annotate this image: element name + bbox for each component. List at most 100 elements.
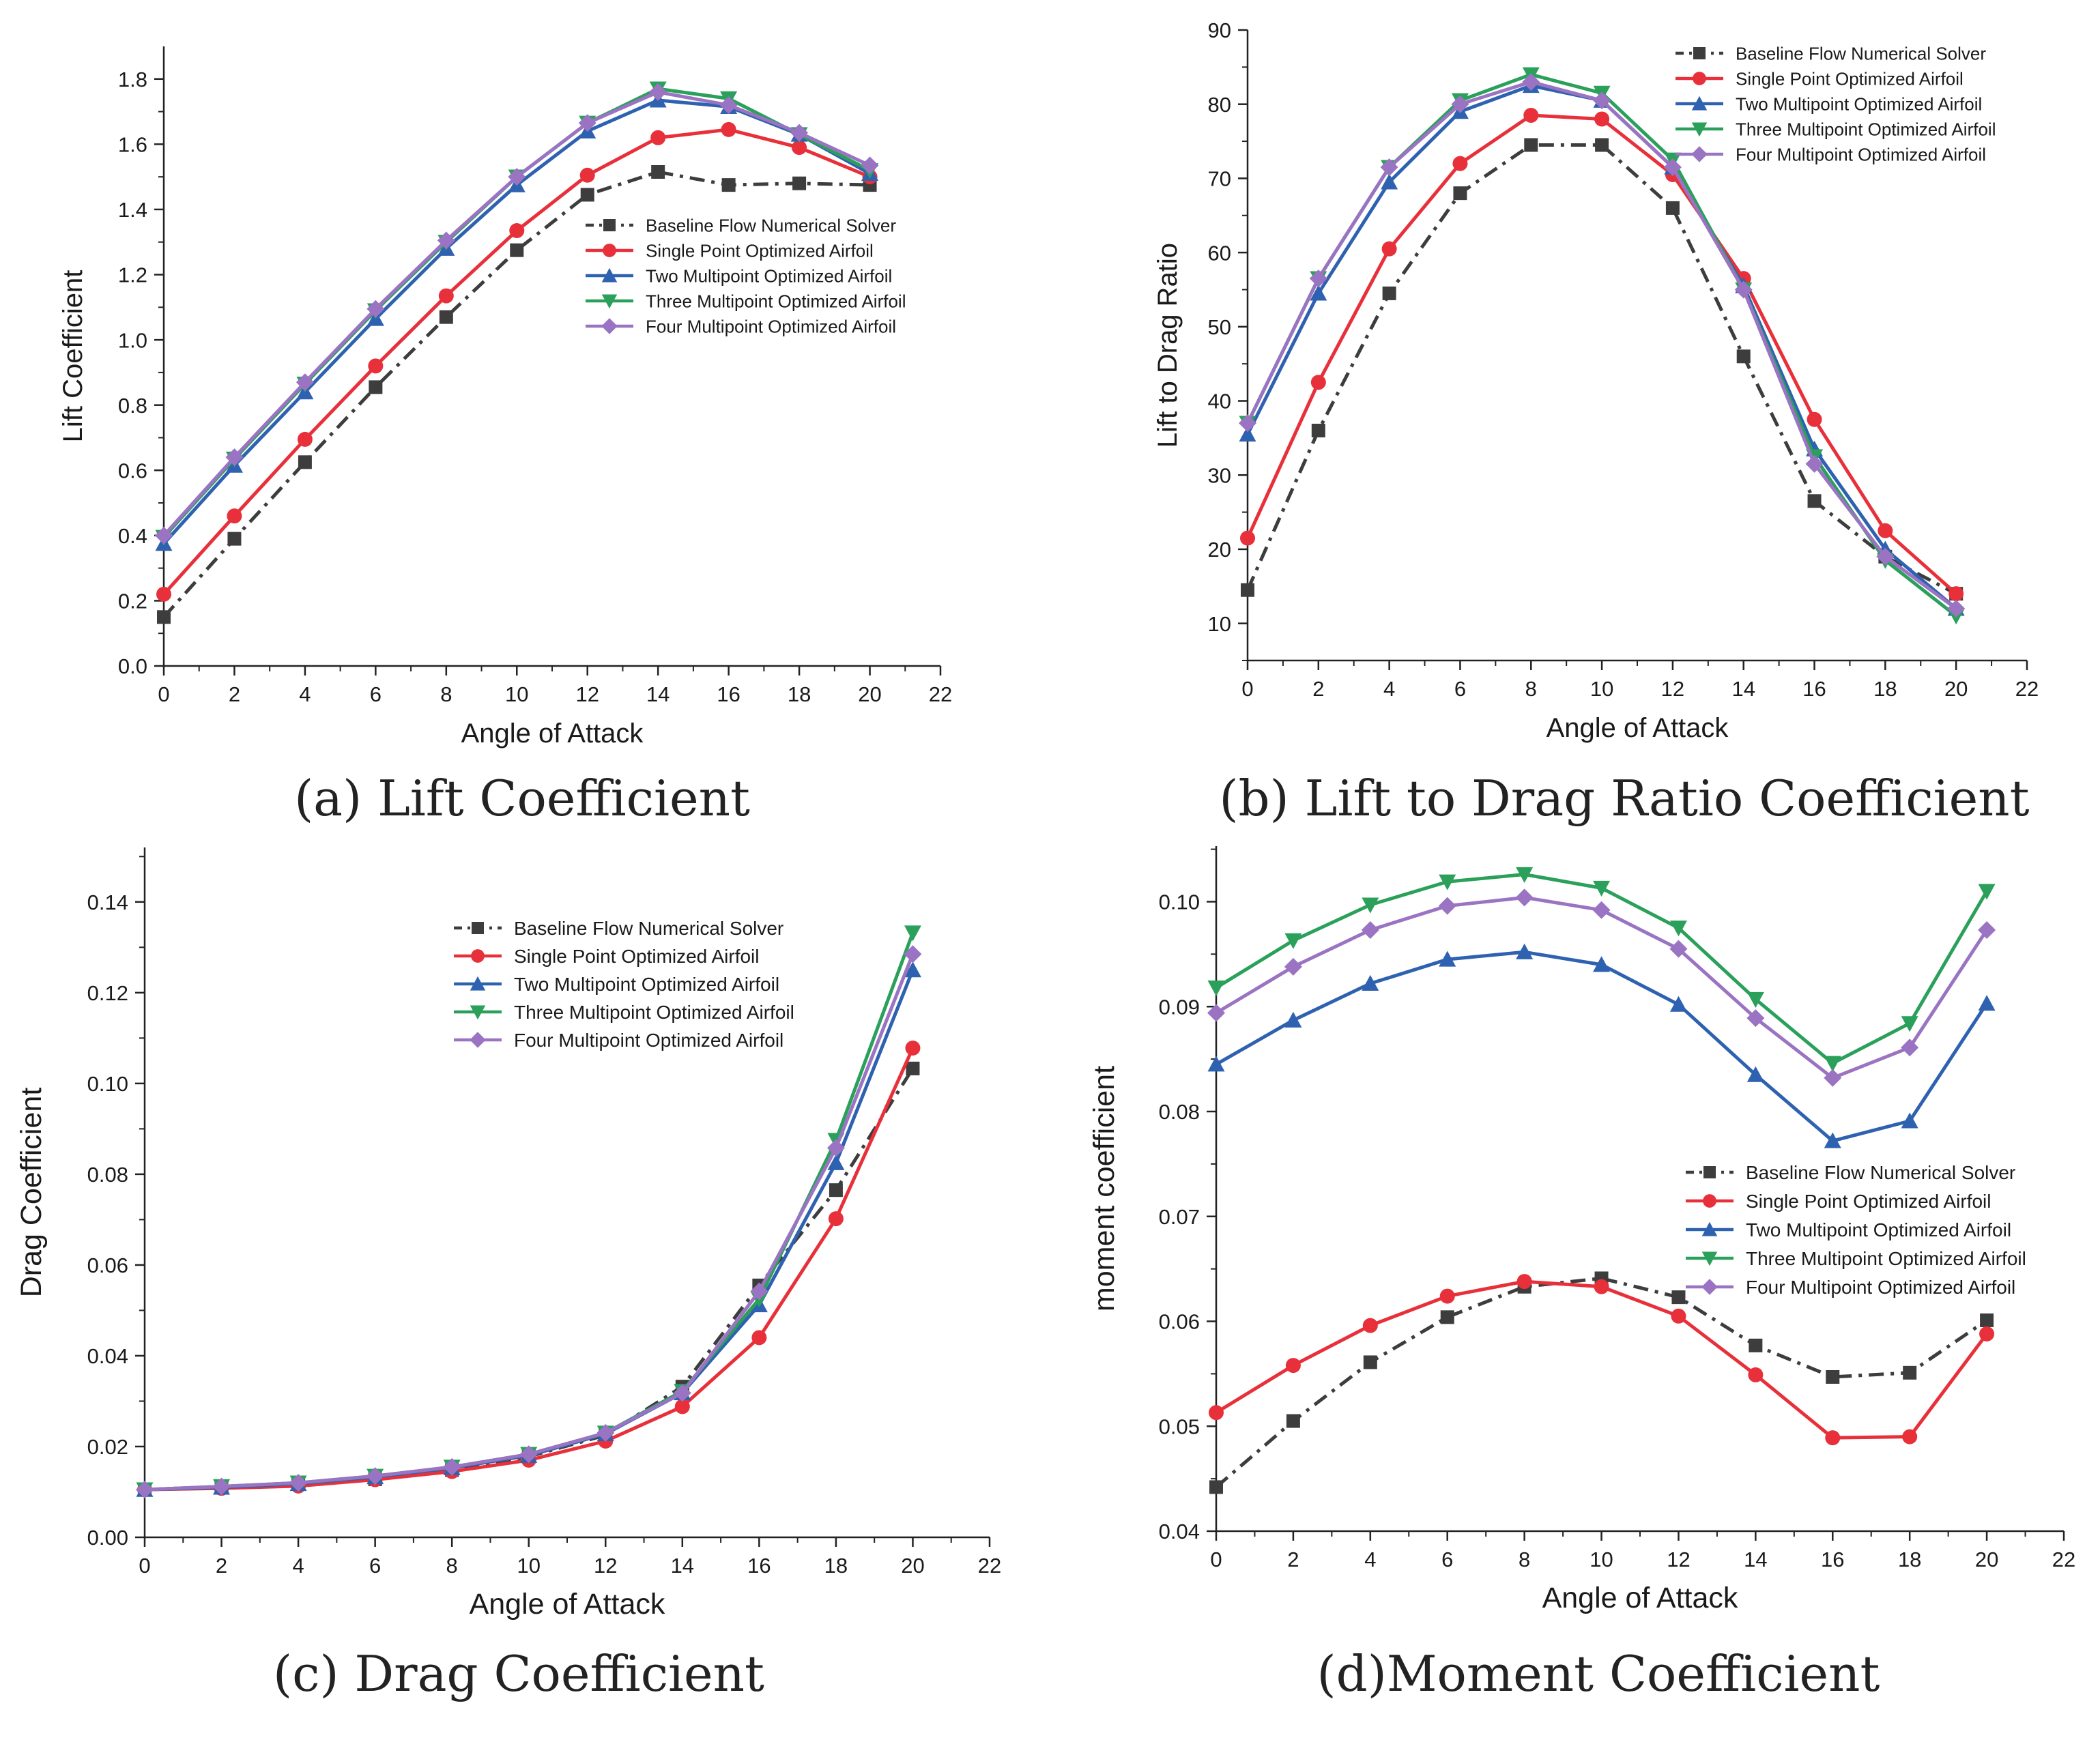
- data-point: [1593, 91, 1611, 110]
- series-line: [1215, 1276, 1988, 1489]
- legend-marker: [1691, 122, 1708, 137]
- legend-marker: [1701, 1221, 1718, 1236]
- y-tick-label: 0.06: [87, 1253, 128, 1277]
- data-point: [904, 961, 921, 978]
- y-tick-label: 0.14: [87, 890, 128, 914]
- legend: Baseline Flow Numerical Solver Single Poi…: [586, 215, 906, 336]
- y-tick-label: 0.4: [118, 524, 147, 548]
- data-point: [1593, 956, 1611, 972]
- y-tick-label: 10: [1208, 612, 1231, 636]
- legend-label: Two Multipoint Optimized Airfoil: [514, 974, 779, 995]
- legend-marker: [601, 294, 618, 309]
- data-point: [227, 508, 242, 524]
- series-two-multipoint: [1207, 943, 1996, 1148]
- x-tick-label: 12: [1661, 677, 1684, 701]
- data-point: [1947, 599, 1966, 618]
- y-tick-label: 90: [1208, 18, 1231, 42]
- series-line: [1246, 143, 1957, 596]
- panel-caption: (b) Lift to Drag Ratio Coefficient: [1219, 770, 2029, 827]
- series-baseline: [1209, 1271, 1994, 1494]
- legend-label: Three Multipoint Optimized Airfoil: [1736, 119, 1996, 139]
- series-line: [162, 90, 871, 537]
- chart-a: 0 2 4 6 8 10 12 14 16 18 20 22 0.0 0.2 0.4 0.6 0.8 1.0 1.2…: [58, 46, 952, 827]
- data-point: [438, 288, 454, 304]
- series-line: [1215, 950, 1989, 1143]
- data-point: [792, 140, 807, 156]
- data-point: [1978, 995, 1996, 1011]
- y-tick-label: 1.2: [118, 263, 147, 287]
- data-point: [1362, 974, 1379, 991]
- data-point: [1311, 424, 1325, 438]
- x-tick-label: 16: [717, 682, 740, 706]
- legend-label: Three Multipoint Optimized Airfoil: [646, 291, 906, 311]
- legend: Baseline Flow Numerical Solver Single Poi…: [1675, 43, 1996, 164]
- axes: 0 2 4 6 8 10 12 14 16 18 20 22 0.00 0.02 0.04 0.06 0.08 0…: [87, 847, 1001, 1578]
- data-point: [1734, 280, 1753, 299]
- y-tick-label: 0.8: [118, 394, 147, 418]
- data-point: [1207, 1004, 1225, 1022]
- data-point: [155, 526, 173, 545]
- legend-label: Baseline Flow Numerical Solver: [646, 215, 896, 235]
- data-point: [904, 925, 921, 942]
- series-three-multipoint: [1207, 867, 1996, 1072]
- x-tick-label: 6: [369, 1554, 381, 1578]
- x-tick-label: 0: [1210, 1548, 1222, 1571]
- data-point: [1239, 425, 1256, 442]
- data-point: [1240, 530, 1255, 546]
- x-tick-label: 14: [1744, 1548, 1767, 1571]
- data-point: [1241, 583, 1254, 597]
- x-tick-label: 16: [1821, 1548, 1844, 1571]
- legend-label: Four Multipoint Optimized Airfoil: [514, 1030, 783, 1051]
- y-tick-label: 0.04: [87, 1344, 128, 1368]
- data-point: [443, 1457, 461, 1476]
- data-point: [1805, 454, 1824, 473]
- x-tick-label: 12: [1667, 1548, 1690, 1571]
- x-axis-label: Angle of Attack: [1547, 713, 1729, 743]
- x-tick-label: 10: [517, 1554, 540, 1578]
- x-tick-label: 16: [747, 1554, 771, 1578]
- series-line: [1246, 113, 1957, 596]
- data-point: [225, 448, 244, 467]
- data-point: [719, 96, 738, 115]
- x-tick-label: 18: [1873, 677, 1897, 701]
- series-four-multipoint: [136, 945, 922, 1499]
- data-point: [439, 310, 453, 324]
- data-point: [790, 124, 809, 142]
- data-point: [1665, 201, 1680, 215]
- data-point: [368, 358, 384, 374]
- data-point: [1746, 991, 1764, 1008]
- y-tick-label: 0.6: [118, 459, 147, 482]
- data-point: [289, 1474, 308, 1492]
- x-tick-label: 20: [901, 1554, 924, 1578]
- legend-label: Single Point Optimized Airfoil: [1746, 1191, 1991, 1212]
- x-tick-label: 16: [1802, 677, 1826, 701]
- x-tick-label: 0: [158, 682, 169, 706]
- data-point: [829, 1183, 843, 1197]
- data-point: [1807, 411, 1822, 427]
- data-point: [1824, 1069, 1842, 1087]
- x-tick-label: 14: [671, 1554, 694, 1578]
- y-axis-label: Lift Coefficient: [58, 270, 88, 443]
- data-point: [579, 167, 595, 183]
- series-baseline: [138, 1061, 920, 1497]
- x-tick-label: 22: [978, 1554, 1001, 1578]
- data-point: [1362, 897, 1379, 914]
- data-point: [828, 1211, 844, 1227]
- legend: Baseline Flow Numerical Solver Single Poi…: [1686, 1162, 2026, 1298]
- data-point: [296, 373, 314, 392]
- x-tick-label: 18: [1898, 1548, 1921, 1571]
- data-point: [906, 1061, 920, 1075]
- x-tick-label: 12: [575, 682, 599, 706]
- data-point: [1439, 950, 1456, 967]
- data-point: [1902, 1429, 1918, 1445]
- data-point: [1826, 1369, 1840, 1384]
- data-point: [509, 223, 525, 239]
- data-point: [1284, 933, 1302, 949]
- legend-label: Two Multipoint Optimized Airfoil: [1736, 93, 1982, 114]
- x-tick-label: 10: [1590, 1548, 1613, 1571]
- data-point: [596, 1424, 615, 1442]
- x-tick-label: 6: [370, 682, 382, 706]
- y-tick-label: 0.08: [87, 1163, 128, 1187]
- y-tick-label: 60: [1208, 241, 1231, 265]
- x-tick-label: 2: [216, 1554, 227, 1578]
